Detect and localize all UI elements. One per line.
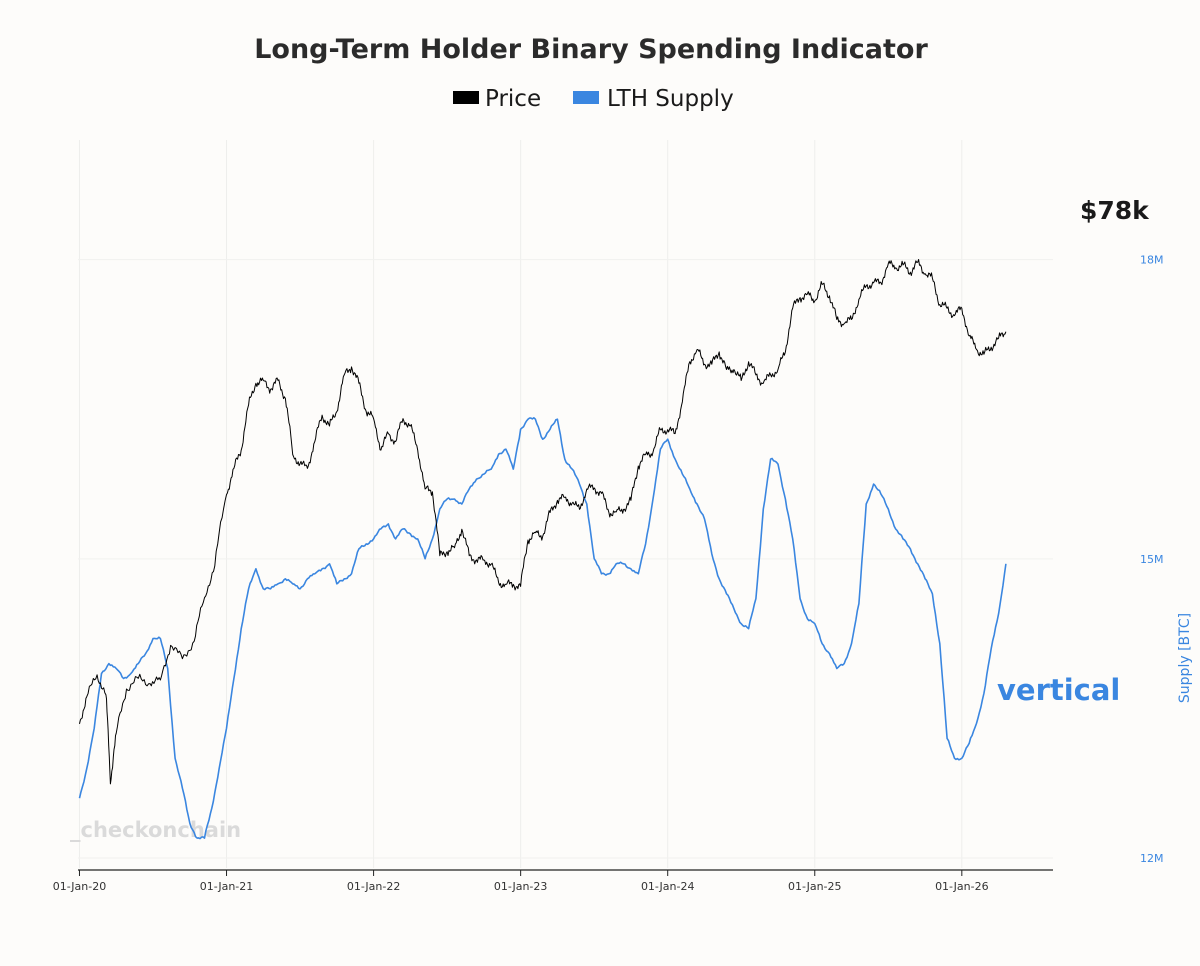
legend-label-lth-supply: LTH Supply bbox=[607, 86, 734, 112]
x-tick-label-2024: 01-Jan-24 bbox=[641, 880, 695, 893]
legend-swatch-price bbox=[453, 91, 479, 104]
supply-annotation: vertical bbox=[997, 673, 1120, 707]
y2-axis-label: Supply [BTC] bbox=[1177, 613, 1193, 703]
gridlines bbox=[78, 140, 1053, 868]
y2-axis-ticks: 12M 15M 18M bbox=[1140, 254, 1164, 865]
x-tick-label-2025: 01-Jan-25 bbox=[788, 880, 842, 893]
legend-swatch-lth-supply bbox=[573, 91, 599, 104]
watermark: _checkonchain bbox=[70, 818, 241, 842]
x-tick-label-2021: 01-Jan-21 bbox=[200, 880, 254, 893]
legend: Price LTH Supply bbox=[453, 86, 734, 112]
series-line-lth-supply bbox=[78, 417, 1007, 840]
y2-tick-label-15M: 15M bbox=[1140, 553, 1164, 566]
price-annotation: $78k bbox=[1080, 196, 1150, 225]
x-axis-ticks: 01-Jan-20 01-Jan-21 01-Jan-22 01-Jan-23 01-J… bbox=[53, 870, 989, 893]
y2-tick-label-18M: 18M bbox=[1140, 254, 1164, 267]
series-line-price bbox=[79, 259, 1007, 785]
legend-label-price: Price bbox=[485, 86, 541, 112]
x-tick-label-2022: 01-Jan-22 bbox=[347, 880, 401, 893]
chart-title: Long-Term Holder Binary Spending Indicat… bbox=[254, 34, 928, 65]
x-tick-label-2023: 01-Jan-23 bbox=[494, 880, 548, 893]
x-tick-label-2026: 01-Jan-26 bbox=[935, 880, 989, 893]
y2-tick-label-12M: 12M bbox=[1140, 852, 1164, 865]
x-tick-label-2020: 01-Jan-20 bbox=[53, 880, 107, 893]
